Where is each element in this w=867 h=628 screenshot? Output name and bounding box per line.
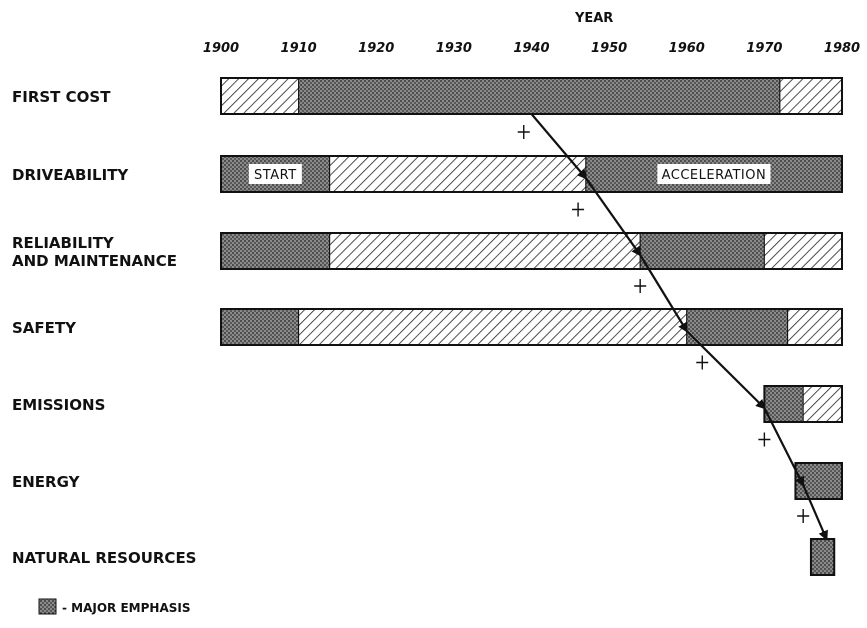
row-label: SAFETY (12, 319, 77, 337)
x-tick-label: 1980 (824, 41, 860, 56)
bar-outline (220, 155, 843, 193)
bar-label-background (657, 164, 771, 184)
row-label: EMISSIONS (12, 396, 105, 414)
chart-row: DRIVEABILITY START ACCELERATION (12, 155, 843, 193)
x-tick-label: 1910 (281, 41, 317, 56)
bar-segment-major (794, 462, 843, 500)
bar-outline (220, 308, 843, 346)
bar-segment-major (639, 232, 765, 270)
trend-marker (634, 279, 647, 293)
trend-marker (797, 509, 810, 523)
chart-rows: FIRST COST DRIVEABILITY START ACCELERATION R… (12, 77, 843, 576)
bar-label: START (254, 168, 297, 183)
x-tick-label: 1900 (203, 41, 239, 56)
chart-row: EMISSIONS (12, 385, 843, 423)
trend-arrow (584, 177, 642, 257)
chart-row: ENERGY (12, 462, 843, 500)
x-tick-label: 1940 (513, 41, 549, 56)
bar-segment-minor (802, 385, 843, 423)
bar-label-background (248, 164, 302, 184)
trend-arrow (639, 254, 688, 333)
trend-arrow (685, 330, 766, 410)
bar-outline (220, 232, 843, 270)
x-tick-label: 1960 (669, 41, 705, 56)
x-tick-label: 1950 (591, 41, 627, 56)
x-tick-label: 1930 (436, 41, 472, 56)
row-label: DRIVEABILITY (12, 166, 129, 184)
trend-arrows (530, 113, 828, 541)
bar-segment-minor (763, 232, 843, 270)
row-label: NATURAL RESOURCES (12, 549, 197, 567)
legend: - MAJOR EMPHASIS (38, 598, 190, 615)
bar-label: ACCELERATION (662, 168, 767, 183)
chart-row: FIRST COST (12, 77, 843, 115)
legend-swatch-major (38, 598, 57, 615)
bar-segment-major (298, 77, 781, 115)
legend-label: - MAJOR EMPHASIS (62, 601, 190, 615)
trend-marker (758, 432, 771, 447)
trend-marker (696, 355, 709, 370)
chart-row: SAFETY (12, 308, 843, 346)
trend-marker (572, 202, 585, 217)
bar-segment-minor (779, 77, 843, 115)
bar-segment-minor (787, 308, 843, 346)
row-label: FIRST COST (12, 88, 111, 106)
trend-markers (517, 125, 810, 523)
row-label: ENERGY (12, 473, 81, 491)
bar-segment-major (810, 538, 835, 576)
row-label: RELIABILITY AND MAINTENANCE (12, 234, 177, 270)
trend-marker (517, 125, 530, 139)
chart-title: YEAR (574, 11, 613, 26)
trend-arrow (763, 407, 805, 487)
x-tick-label: 1970 (746, 41, 782, 56)
bar-segment-major (763, 385, 804, 423)
bar-segment-minor (329, 232, 641, 270)
bar-segment-minor (329, 155, 587, 193)
bar-segment-minor (220, 77, 300, 115)
chart-row: RELIABILITY AND MAINTENANCE (12, 232, 843, 270)
chart-row: NATURAL RESOURCES (12, 538, 836, 576)
trend-arrow (802, 484, 828, 541)
trend-arrow (530, 113, 588, 180)
x-axis-ticks: 1900 1910 1920 1930 1940 1950 1960 1970 1980 (203, 41, 860, 56)
bar-segment-minor (298, 308, 688, 346)
bar-segment-major (220, 308, 300, 346)
bar-segment-major (686, 308, 789, 346)
x-tick-label: 1920 (358, 41, 394, 56)
bar-segment-major (220, 232, 331, 270)
